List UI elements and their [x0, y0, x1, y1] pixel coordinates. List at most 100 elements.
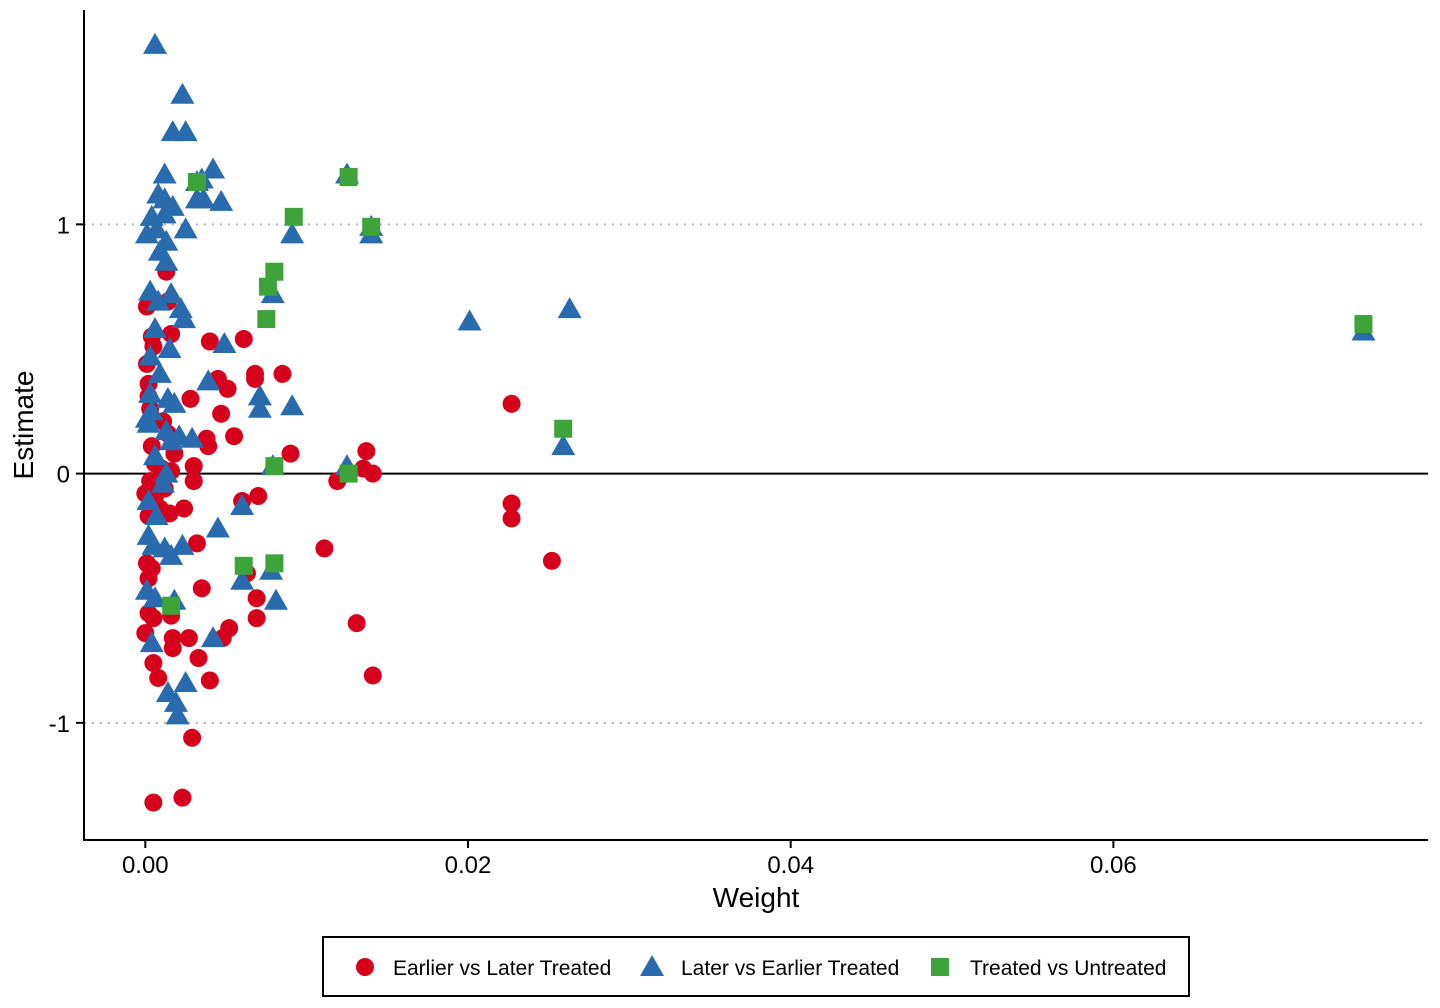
point-treated-vs-untreated [284, 207, 303, 226]
point-later-vs-earlier [191, 187, 216, 209]
y-axis-title: Estimate [8, 371, 39, 480]
point-treated-vs-untreated [187, 172, 206, 191]
point-treated-vs-untreated [339, 464, 358, 483]
point-earlier-vs-later [502, 494, 521, 513]
point-treated-vs-untreated [265, 554, 284, 573]
point-later-vs-earlier [172, 307, 197, 329]
point-later-vs-earlier [163, 690, 188, 712]
point-earlier-vs-later [163, 639, 182, 658]
point-earlier-vs-later [273, 364, 292, 383]
point-earlier-vs-later [184, 457, 203, 476]
point-earlier-vs-later [173, 788, 192, 807]
point-earlier-vs-later [249, 487, 268, 506]
point-later-vs-earlier [165, 703, 190, 725]
point-earlier-vs-later [183, 728, 202, 747]
point-earlier-vs-later [542, 551, 561, 570]
point-earlier-vs-later [363, 666, 382, 685]
y-tick-label: 0 [57, 462, 70, 489]
point-later-vs-earlier [138, 381, 163, 403]
point-earlier-vs-later [220, 619, 239, 638]
point-treated-vs-untreated [1354, 315, 1373, 334]
point-later-vs-earlier [205, 516, 230, 538]
point-later-vs-earlier [557, 297, 582, 319]
point-earlier-vs-later [315, 539, 334, 558]
point-later-vs-earlier [139, 631, 164, 653]
point-later-vs-earlier [147, 361, 172, 383]
point-earlier-vs-later [149, 668, 168, 687]
grid-lines [84, 223, 1428, 724]
series-square [162, 167, 1373, 615]
point-later-vs-earlier [264, 588, 288, 610]
point-treated-vs-untreated [234, 556, 253, 575]
point-later-vs-earlier [230, 568, 255, 590]
point-earlier-vs-later [144, 793, 163, 812]
legend-box [322, 936, 1190, 997]
point-later-vs-earlier [170, 82, 195, 104]
x-tick-label: 0.06 [1090, 852, 1137, 879]
point-later-vs-earlier [144, 217, 169, 239]
point-later-vs-earlier [280, 222, 305, 244]
point-later-vs-earlier [159, 429, 184, 451]
point-earlier-vs-later [179, 629, 198, 648]
point-later-vs-earlier [152, 162, 177, 184]
point-later-vs-earlier [247, 396, 272, 418]
point-earlier-vs-later [200, 332, 219, 351]
point-later-vs-earlier [134, 578, 159, 600]
legend-label-untreated: Treated vs Untreated [970, 957, 1167, 980]
point-earlier-vs-later [162, 325, 181, 344]
point-later-vs-earlier [146, 289, 171, 311]
point-earlier-vs-later [184, 472, 203, 491]
point-treated-vs-untreated [265, 262, 284, 281]
point-treated-vs-untreated [339, 167, 358, 186]
point-later-vs-earlier [201, 626, 226, 648]
point-earlier-vs-later [357, 442, 376, 461]
point-earlier-vs-later [187, 534, 206, 553]
point-earlier-vs-later [218, 379, 237, 398]
point-later-vs-earlier [142, 317, 167, 339]
legend-label-earlier: Earlier vs Later Treated [393, 957, 611, 980]
point-earlier-vs-later [234, 330, 253, 349]
point-treated-vs-untreated [257, 310, 276, 329]
point-earlier-vs-later [142, 559, 161, 578]
point-treated-vs-untreated [162, 596, 181, 615]
point-treated-vs-untreated [554, 419, 573, 438]
point-earlier-vs-later [281, 444, 300, 463]
point-earlier-vs-later [181, 389, 200, 408]
point-later-vs-earlier [170, 533, 195, 555]
point-later-vs-earlier [144, 503, 169, 525]
point-later-vs-earlier [151, 471, 176, 493]
point-later-vs-earlier [209, 189, 234, 211]
point-earlier-vs-later [197, 429, 216, 448]
x-tick-label: 0.00 [122, 852, 169, 879]
point-earlier-vs-later [212, 404, 231, 423]
point-earlier-vs-later [192, 579, 211, 598]
point-earlier-vs-later [189, 649, 208, 668]
point-later-vs-earlier [152, 202, 177, 224]
point-earlier-vs-later [363, 464, 382, 483]
point-later-vs-earlier [138, 344, 163, 366]
x-axis-title: Weight [713, 882, 800, 913]
point-earlier-vs-later [200, 671, 219, 690]
legend-marker-triangle [640, 955, 664, 976]
point-earlier-vs-later [247, 589, 266, 608]
legend-label-later: Later vs Earlier Treated [681, 957, 899, 980]
point-earlier-vs-later [502, 509, 521, 528]
point-earlier-vs-later [144, 609, 163, 628]
point-later-vs-earlier [162, 391, 187, 413]
point-later-vs-earlier [196, 369, 221, 391]
point-earlier-vs-later [144, 654, 163, 673]
point-later-vs-earlier [154, 249, 179, 271]
point-later-vs-earlier [142, 32, 167, 54]
x-tick-label: 0.04 [767, 852, 814, 879]
point-later-vs-earlier [230, 494, 255, 516]
axis-ticks: 0.00 0.02 0.04 0.06 -1 0 1 [49, 212, 1137, 879]
y-tick-label: 1 [57, 212, 70, 239]
point-later-vs-earlier [457, 309, 482, 331]
point-earlier-vs-later [246, 369, 265, 388]
point-later-vs-earlier [173, 670, 198, 692]
point-later-vs-earlier [136, 411, 161, 433]
legend: Earlier vs Later Treated Later vs Earlie… [322, 936, 1190, 997]
point-later-vs-earlier [159, 543, 184, 565]
